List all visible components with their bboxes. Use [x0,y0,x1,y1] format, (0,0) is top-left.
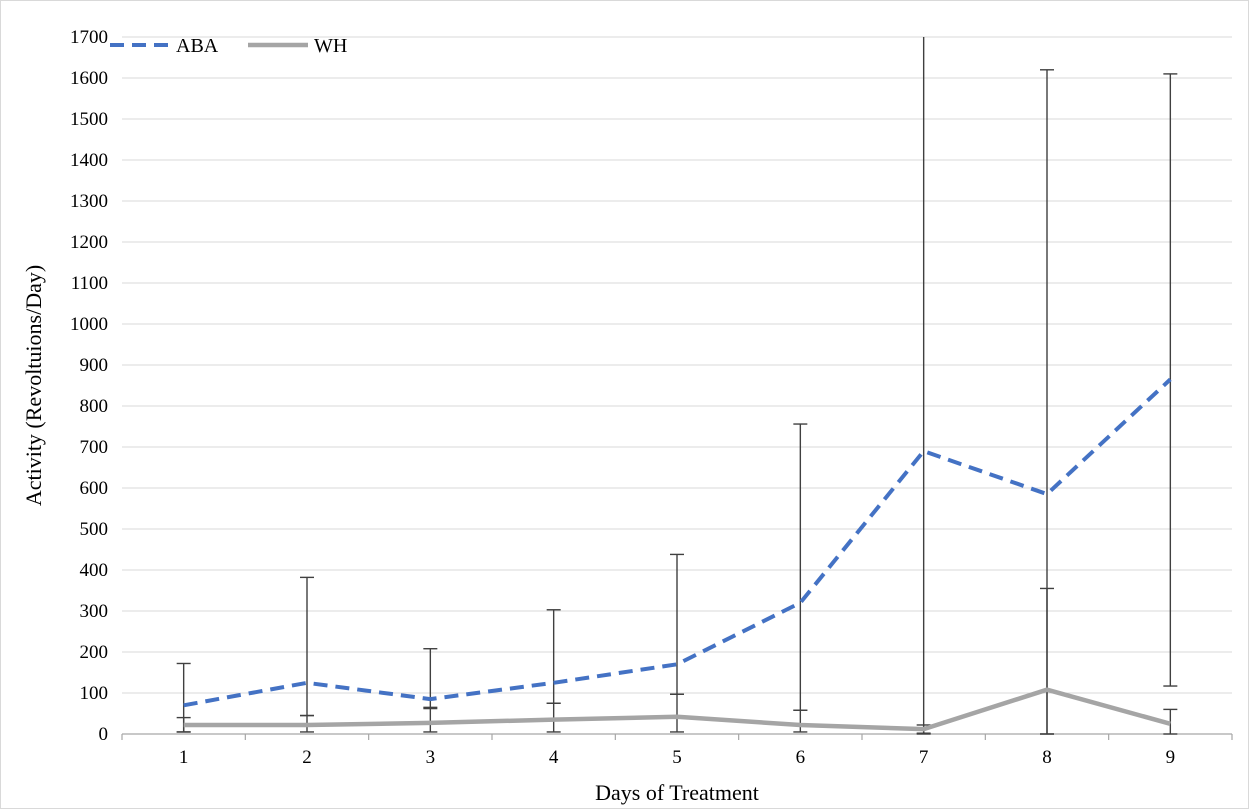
y-tick-label-1300: 1300 [70,191,108,212]
y-tick-label-900: 900 [80,355,109,376]
x-tick-label-2: 2 [302,747,312,768]
x-tick-label-7: 7 [919,747,929,768]
x-tick-label-8: 8 [1042,747,1052,768]
error-bars [176,37,1178,735]
y-tick-label-500: 500 [80,519,109,540]
y-axis-tick-labels: 0 100 200 300 400 500 600 700 800 900 1000 1100 1200… [70,27,108,745]
x-tick-label-9: 9 [1166,747,1176,768]
y-tick-label-400: 400 [80,560,109,581]
series-line-ABA [183,377,1172,708]
x-tick-label-3: 3 [426,747,436,768]
y-tick-label-300: 300 [80,601,109,622]
legend-label-ABA: ABA [176,35,219,57]
series-lines [183,377,1172,732]
x-axis-tick-labels: 1 2 3 4 5 6 7 8 9 [179,747,1175,768]
y-tick-label-1600: 1600 [70,68,108,89]
x-tick-label-6: 6 [796,747,806,768]
y-tick-label-1000: 1000 [70,314,108,335]
x-axis-title: Days of Treatment [595,780,759,805]
series-line-WH [183,687,1171,732]
y-tick-label-1100: 1100 [71,273,108,294]
y-axis-title: Activity (Revoltuions/Day) [21,265,46,506]
y-tick-label-700: 700 [80,437,109,458]
y-tick-label-0: 0 [99,724,109,745]
y-tick-label-1700: 1700 [70,27,108,48]
legend: ABA WH [110,35,347,57]
legend-label-WH: WH [314,35,347,57]
y-tick-label-1500: 1500 [70,109,108,130]
y-tick-label-600: 600 [80,478,109,499]
x-axis [121,733,1233,740]
y-tick-label-200: 200 [80,642,109,663]
y-tick-label-100: 100 [80,683,109,704]
x-tick-label-4: 4 [549,747,559,768]
x-tick-label-5: 5 [672,747,682,768]
y-tick-label-800: 800 [80,396,109,417]
y-tick-label-1400: 1400 [70,150,108,171]
x-tick-label-1: 1 [179,747,189,768]
y-tick-label-1200: 1200 [70,232,108,253]
